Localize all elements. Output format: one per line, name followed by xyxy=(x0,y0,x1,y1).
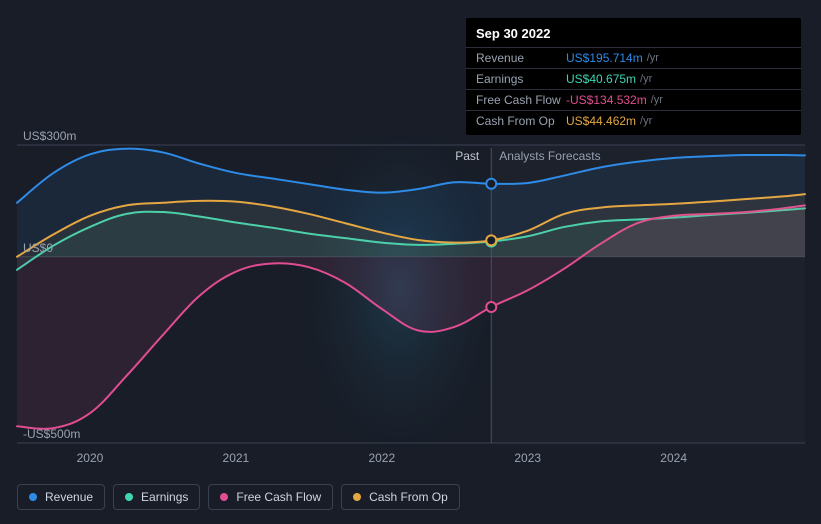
marker-revenue xyxy=(486,179,496,189)
legend-label: Free Cash Flow xyxy=(236,490,321,504)
chart-tooltip: Sep 30 2022 Revenue US$195.714m /yrEarni… xyxy=(466,18,801,135)
tooltip-value: US$195.714m xyxy=(566,51,643,65)
tooltip-label: Cash From Op xyxy=(476,114,566,128)
x-axis-label: 2024 xyxy=(660,451,687,465)
tooltip-row: Earnings US$40.675m /yr xyxy=(466,68,801,89)
tooltip-label: Free Cash Flow xyxy=(476,93,566,107)
tooltip-suffix: /yr xyxy=(640,73,652,85)
tooltip-value: US$44.462m xyxy=(566,114,636,128)
tooltip-suffix: /yr xyxy=(640,115,652,127)
tooltip-row: Cash From Op US$44.462m /yr xyxy=(466,110,801,131)
financials-chart: US$300m US$0 -US$500m 2020 2021 2022 2023 2024… xyxy=(0,0,821,524)
legend-item-free-cash-flow[interactable]: Free Cash Flow xyxy=(208,484,333,510)
legend-item-earnings[interactable]: Earnings xyxy=(113,484,200,510)
legend-dot xyxy=(353,493,361,501)
legend-dot xyxy=(29,493,37,501)
tooltip-row: Free Cash Flow -US$134.532m /yr xyxy=(466,89,801,110)
tooltip-value: -US$134.532m xyxy=(566,93,647,107)
y-axis-label: US$0 xyxy=(23,241,53,255)
region-label-past: Past xyxy=(455,149,479,163)
tooltip-suffix: /yr xyxy=(647,52,659,64)
legend-label: Cash From Op xyxy=(369,490,448,504)
legend-dot xyxy=(220,493,228,501)
tooltip-suffix: /yr xyxy=(651,94,663,106)
y-axis-label: US$300m xyxy=(23,129,76,143)
chart-legend: Revenue Earnings Free Cash Flow Cash Fro… xyxy=(17,484,460,510)
legend-item-cash-from-op[interactable]: Cash From Op xyxy=(341,484,460,510)
marker-fcf xyxy=(486,302,496,312)
y-axis-label: -US$500m xyxy=(23,427,80,441)
x-axis-label: 2020 xyxy=(77,451,104,465)
legend-item-revenue[interactable]: Revenue xyxy=(17,484,105,510)
tooltip-value: US$40.675m xyxy=(566,72,636,86)
marker-cfo xyxy=(486,235,496,245)
region-label-forecast: Analysts Forecasts xyxy=(499,149,600,163)
tooltip-label: Revenue xyxy=(476,51,566,65)
x-axis-label: 2023 xyxy=(514,451,541,465)
legend-dot xyxy=(125,493,133,501)
legend-label: Earnings xyxy=(141,490,188,504)
tooltip-label: Earnings xyxy=(476,72,566,86)
x-axis-label: 2022 xyxy=(368,451,395,465)
legend-label: Revenue xyxy=(45,490,93,504)
x-axis-label: 2021 xyxy=(223,451,250,465)
tooltip-title: Sep 30 2022 xyxy=(466,24,801,47)
tooltip-row: Revenue US$195.714m /yr xyxy=(466,47,801,68)
